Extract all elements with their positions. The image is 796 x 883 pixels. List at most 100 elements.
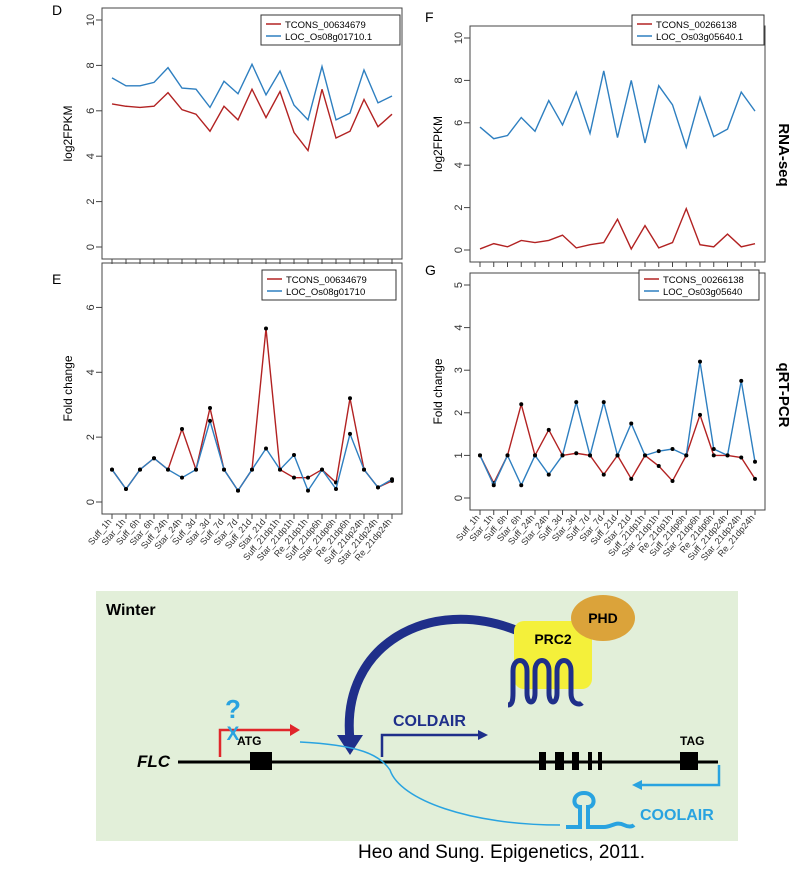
y-axis-label: log2FPKM bbox=[61, 105, 75, 161]
start-codon-label: ATG bbox=[237, 734, 261, 748]
series-line bbox=[111, 418, 393, 493]
flc-tss-arrow bbox=[218, 728, 290, 757]
y-tick-label: 4 bbox=[453, 325, 465, 331]
series-line bbox=[111, 62, 393, 122]
data-point bbox=[574, 451, 579, 456]
data-point bbox=[519, 402, 524, 407]
y-tick-label: 4 bbox=[453, 162, 465, 168]
data-point bbox=[180, 427, 184, 432]
coolair-rna-hairpin bbox=[566, 790, 636, 829]
coolair-arrowhead bbox=[632, 780, 642, 790]
series-line bbox=[479, 361, 756, 487]
data-point bbox=[670, 447, 675, 452]
data-point bbox=[574, 400, 579, 405]
y-tick-label: 1 bbox=[453, 452, 465, 458]
data-point bbox=[711, 447, 716, 452]
legend-box bbox=[260, 14, 401, 46]
y-tick-label: 2 bbox=[85, 199, 97, 205]
coolair-tss-arrow bbox=[642, 765, 721, 787]
data-point bbox=[180, 475, 184, 480]
plot-frame bbox=[469, 272, 766, 511]
gene-label: FLC bbox=[137, 752, 171, 771]
y-axis-label: Fold change bbox=[61, 355, 75, 421]
data-point bbox=[306, 475, 310, 480]
coldair-tss-arrow bbox=[380, 733, 478, 757]
data-point bbox=[505, 453, 510, 458]
stop-codon-label: TAG bbox=[680, 734, 704, 748]
panel-label: G bbox=[425, 262, 436, 278]
data-point bbox=[753, 476, 757, 481]
diagram-background bbox=[96, 591, 738, 841]
data-point bbox=[546, 427, 551, 432]
phd-label: PHD bbox=[588, 610, 618, 626]
data-point bbox=[711, 453, 716, 458]
coldair-label: COLDAIR bbox=[393, 713, 466, 730]
legend-entry: TCONS_00634679 bbox=[286, 275, 367, 286]
data-point bbox=[348, 396, 352, 401]
y-tick-label: 6 bbox=[85, 108, 97, 114]
exon-2 bbox=[539, 752, 546, 770]
coolair-label: COOLAIR bbox=[640, 807, 714, 824]
legend-entry: LOC_Os08g01710 bbox=[286, 287, 365, 298]
data-point bbox=[292, 452, 296, 457]
series-line bbox=[111, 87, 393, 153]
prc2-rna-loops bbox=[507, 658, 584, 708]
y-tick-label: 2 bbox=[453, 410, 465, 416]
data-point bbox=[208, 405, 212, 410]
data-point bbox=[725, 453, 730, 458]
data-point bbox=[208, 418, 212, 423]
data-point bbox=[250, 467, 254, 472]
series-line bbox=[479, 206, 756, 251]
exon-1 bbox=[250, 752, 272, 770]
y-axis-label: Fold change bbox=[431, 358, 445, 424]
season-label: Winter bbox=[106, 602, 156, 619]
exon-3 bbox=[555, 752, 564, 770]
data-point bbox=[698, 412, 702, 417]
y-tick-label: 8 bbox=[85, 62, 97, 68]
legend-entry: LOC_Os08g01710.1 bbox=[285, 32, 372, 43]
y-tick-label: 0 bbox=[85, 499, 97, 505]
data-point bbox=[236, 488, 240, 493]
data-point bbox=[152, 456, 156, 461]
y-tick-label: 0 bbox=[85, 244, 97, 250]
y-tick-label: 2 bbox=[85, 434, 97, 440]
exon-5 bbox=[588, 752, 592, 770]
data-point bbox=[519, 483, 524, 488]
data-point bbox=[643, 453, 647, 458]
y-tick-label: 4 bbox=[85, 153, 97, 159]
y-tick-label: 0 bbox=[453, 495, 465, 501]
y-tick-label: 6 bbox=[453, 120, 465, 126]
data-point bbox=[124, 487, 128, 492]
y-tick-label: 8 bbox=[453, 77, 465, 83]
y-tick-label: 2 bbox=[453, 205, 465, 211]
data-point bbox=[166, 467, 170, 472]
data-point bbox=[110, 467, 114, 472]
legend-box bbox=[638, 269, 760, 301]
data-point bbox=[264, 326, 268, 331]
plot-frame bbox=[101, 7, 403, 260]
exon-6 bbox=[598, 752, 602, 770]
data-point bbox=[334, 487, 338, 492]
y-axis-label: log2FPKM bbox=[431, 116, 445, 172]
question-mark: ? bbox=[225, 694, 241, 724]
data-point bbox=[348, 431, 352, 436]
data-point bbox=[560, 453, 565, 458]
data-point bbox=[478, 453, 482, 458]
panel-label: E bbox=[52, 271, 61, 287]
prc2-recruitment-arrowhead bbox=[337, 735, 363, 755]
panel-label: F bbox=[425, 9, 434, 25]
series-line bbox=[111, 328, 393, 492]
data-point bbox=[601, 400, 606, 405]
data-point bbox=[138, 467, 142, 472]
data-point bbox=[320, 467, 324, 472]
data-point bbox=[588, 453, 592, 458]
exon-4 bbox=[572, 752, 579, 770]
data-point bbox=[670, 478, 675, 483]
data-point bbox=[739, 378, 744, 383]
y-tick-label: 0 bbox=[453, 247, 465, 253]
panel-f-chart: F 0 2 4 6 8 10 log2FPKM TCONS_00266138LOC_Os03g0… bbox=[425, 9, 766, 267]
panel-d-chart: D 0 2 4 6 8 10 log2FPKM TCONS_00634679LOC_Os08g0… bbox=[52, 2, 403, 264]
data-point bbox=[739, 455, 744, 460]
y-tick-label: 10 bbox=[85, 14, 97, 26]
